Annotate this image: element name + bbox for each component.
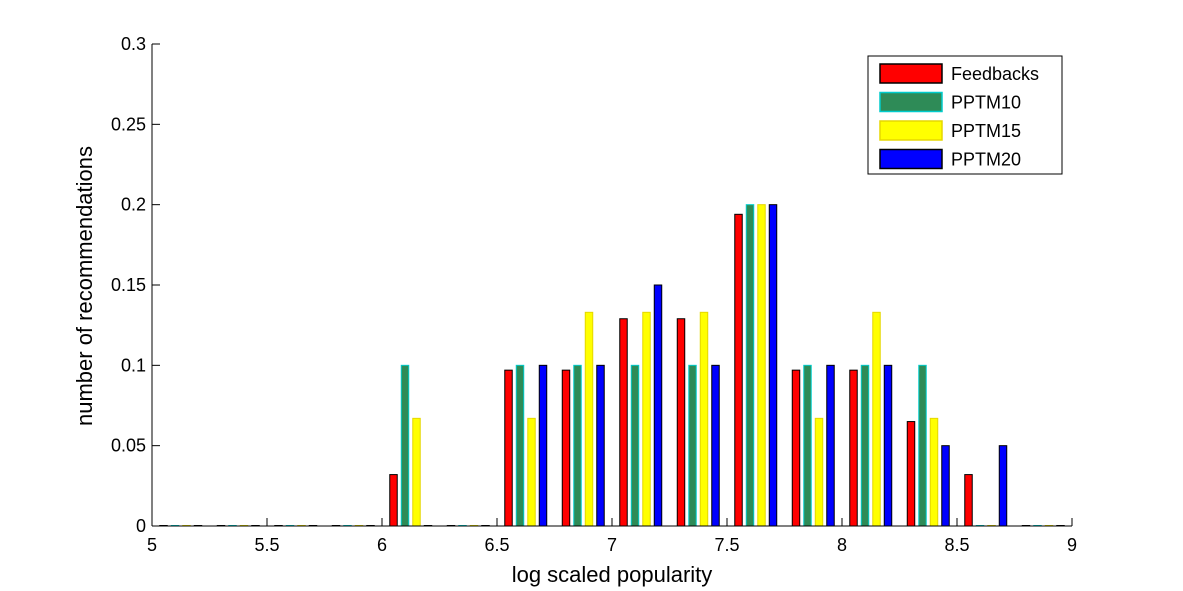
bar-pptm10-10 xyxy=(745,204,755,527)
bar-pptm20-13 xyxy=(941,445,950,527)
bar-pptm10-11 xyxy=(803,364,812,527)
bar-pptm15-8 xyxy=(642,311,651,527)
bar-feedbacks-14 xyxy=(964,474,973,527)
bar-feedbacks-12 xyxy=(849,369,858,527)
legend-swatch-pptm15 xyxy=(879,120,943,141)
bar-pptm20-8 xyxy=(653,284,663,527)
bar-pptm15-4 xyxy=(412,417,421,527)
x-tick-label-0: 5 xyxy=(147,535,157,555)
bar-pptm15-12 xyxy=(872,311,881,527)
bar-feedbacks-13 xyxy=(906,421,916,527)
bar-pptm20-14 xyxy=(998,445,1008,527)
bar-pptm15-10 xyxy=(757,204,766,527)
bar-pptm15-11 xyxy=(814,417,824,527)
bar-pptm10-8 xyxy=(630,364,640,527)
bar-pptm20-7 xyxy=(596,364,605,527)
y-tick-label-6: 0.3 xyxy=(121,34,146,54)
bar-pptm20-10 xyxy=(768,204,778,527)
x-tick-label-4: 7 xyxy=(607,535,617,555)
legend-swatch-pptm20 xyxy=(879,148,943,170)
bar-pptm15-13 xyxy=(929,417,939,527)
x-tick-label-8: 9 xyxy=(1067,535,1077,555)
bar-pptm10-7 xyxy=(573,364,582,527)
bar-pptm10-12 xyxy=(860,364,870,527)
bars-layer xyxy=(159,204,1065,527)
legend-swatch-pptm10 xyxy=(879,91,943,113)
bar-pptm20-9 xyxy=(711,364,720,527)
bar-pptm20-6 xyxy=(538,364,548,527)
bar-pptm15-9 xyxy=(699,311,709,527)
y-tick-label-0: 0 xyxy=(136,516,146,536)
legend-swatch-feedbacks xyxy=(879,63,943,84)
y-axis-label: number of recommendations xyxy=(72,146,97,426)
bar-pptm10-13 xyxy=(918,364,927,527)
legend-label-pptm10: PPTM10 xyxy=(951,93,1021,113)
axes: 5 5.5 6 6.5 7 7.5 8 8.5 9 0 0.05 0.1 0.15 0.2 0.25 0.3 xyxy=(111,34,1077,555)
y-tick-label-3: 0.15 xyxy=(111,275,146,295)
y-tick-label-2: 0.1 xyxy=(121,355,146,375)
bar-pptm10-4 xyxy=(400,364,410,527)
y-tick-label-1: 0.05 xyxy=(111,436,146,456)
legend-label-feedbacks: Feedbacks xyxy=(951,64,1039,84)
legend-label-pptm15: PPTM15 xyxy=(951,121,1021,141)
bar-pptm10-9 xyxy=(688,364,697,527)
bar-feedbacks-4 xyxy=(389,474,398,527)
bar-feedbacks-10 xyxy=(734,213,743,527)
bar-pptm15-6 xyxy=(527,417,536,527)
bar-pptm10-6 xyxy=(515,364,525,527)
bar-feedbacks-6 xyxy=(504,369,513,527)
x-tick-label-1: 5.5 xyxy=(254,535,279,555)
bar-pptm20-11 xyxy=(826,364,835,527)
legend: Feedbacks PPTM10 PPTM15 PPTM20 xyxy=(867,55,1063,175)
bar-feedbacks-11 xyxy=(791,369,801,527)
legend-label-pptm20: PPTM20 xyxy=(951,150,1021,170)
y-tick-label-4: 0.2 xyxy=(121,195,146,215)
x-tick-label-2: 6 xyxy=(377,535,387,555)
x-tick-label-7: 8.5 xyxy=(944,535,969,555)
bar-feedbacks-9 xyxy=(676,318,686,527)
x-tick-label-5: 7.5 xyxy=(714,535,739,555)
x-tick-label-6: 8 xyxy=(837,535,847,555)
x-tick-label-3: 6.5 xyxy=(484,535,509,555)
bar-pptm20-12 xyxy=(883,364,893,527)
bar-pptm15-7 xyxy=(584,311,594,527)
x-axis-label: log scaled popularity xyxy=(512,562,713,587)
bar-feedbacks-7 xyxy=(561,369,571,527)
y-tick-label-5: 0.25 xyxy=(111,114,146,134)
bar-feedbacks-8 xyxy=(619,318,628,527)
